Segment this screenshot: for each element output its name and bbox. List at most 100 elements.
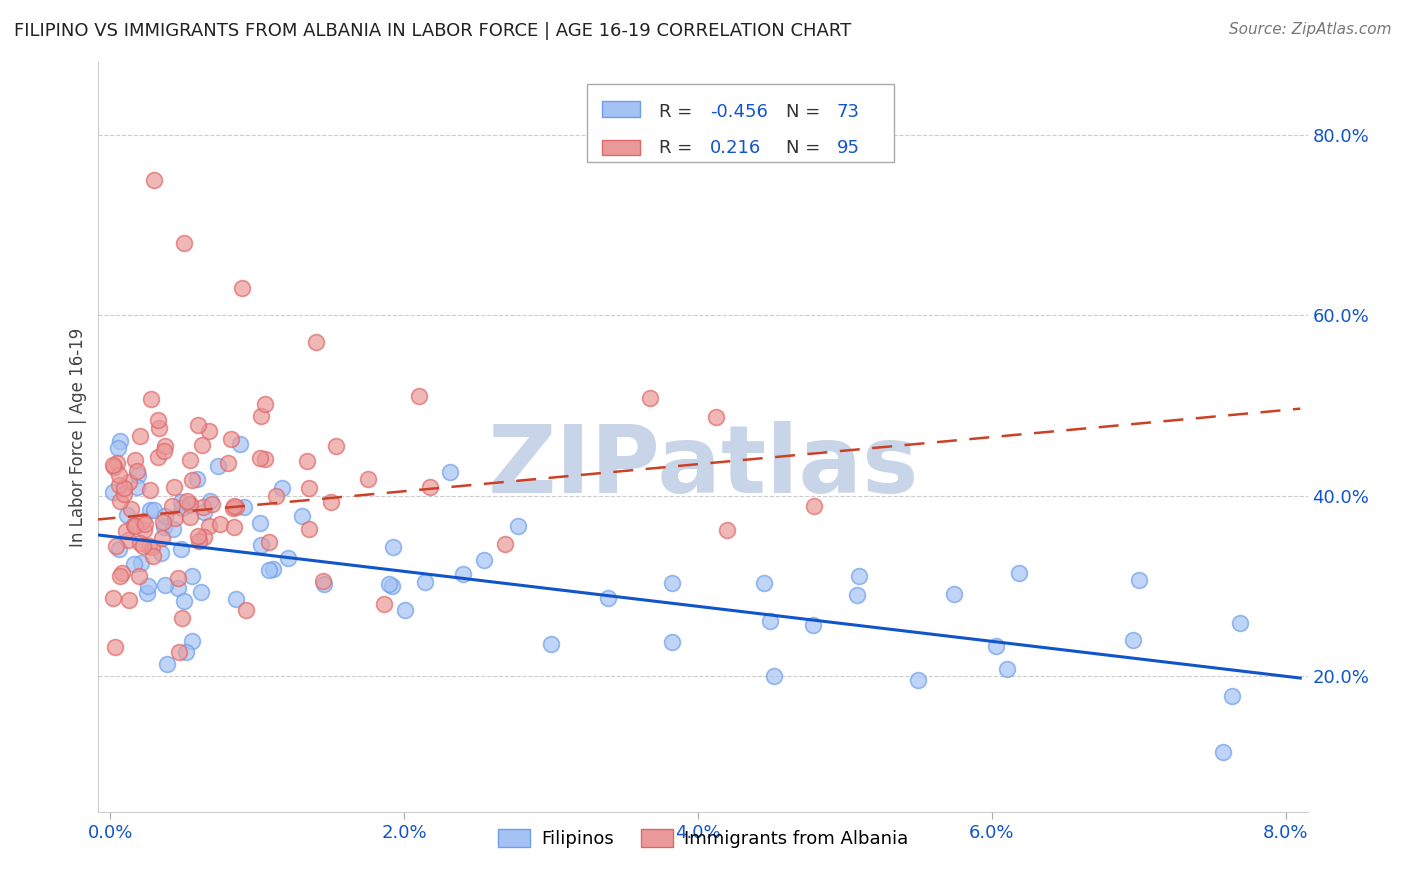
- Filipinos: [180, 634, 202, 648]
- Immigrants from Albania: [170, 610, 193, 624]
- Immigrants from Albania: [187, 418, 209, 433]
- Immigrants from Albania: [165, 510, 187, 524]
- Text: N =: N =: [786, 139, 825, 157]
- Immigrants from Albania: [107, 478, 129, 492]
- Filipinos: [229, 437, 252, 451]
- Immigrants from Albania: [124, 452, 146, 467]
- Immigrants from Albania: [112, 482, 135, 496]
- Filipinos: [139, 503, 162, 517]
- Filipinos: [1229, 615, 1251, 630]
- Text: R =: R =: [659, 139, 699, 157]
- Immigrants from Albania: [125, 463, 148, 477]
- Filipinos: [108, 542, 131, 557]
- Immigrants from Albania: [225, 500, 247, 514]
- Immigrants from Albania: [148, 413, 170, 427]
- Immigrants from Albania: [134, 516, 156, 531]
- Filipinos: [172, 501, 194, 516]
- Text: -0.456: -0.456: [710, 103, 768, 120]
- Filipinos: [1212, 745, 1234, 759]
- Immigrants from Albania: [152, 516, 174, 530]
- Immigrants from Albania: [141, 540, 163, 554]
- Text: FILIPINO VS IMMIGRANTS FROM ALBANIA IN LABOR FORCE | AGE 16-19 CORRELATION CHART: FILIPINO VS IMMIGRANTS FROM ALBANIA IN L…: [14, 22, 851, 40]
- Filipinos: [150, 545, 173, 559]
- Filipinos: [153, 509, 176, 524]
- Immigrants from Albania: [114, 524, 136, 538]
- Text: 95: 95: [837, 139, 859, 157]
- Filipinos: [101, 484, 124, 499]
- Immigrants from Albania: [138, 539, 160, 553]
- Immigrants from Albania: [253, 397, 276, 411]
- Text: 0.216: 0.216: [710, 139, 761, 157]
- Immigrants from Albania: [193, 530, 215, 544]
- Filipinos: [271, 481, 294, 495]
- FancyBboxPatch shape: [603, 140, 641, 155]
- Filipinos: [752, 576, 775, 591]
- Filipinos: [596, 591, 619, 605]
- Immigrants from Albania: [167, 645, 190, 659]
- Filipinos: [186, 472, 208, 486]
- Immigrants from Albania: [163, 480, 186, 494]
- Text: ZIPatlas: ZIPatlas: [488, 421, 918, 513]
- Immigrants from Albania: [217, 456, 239, 470]
- Text: Source: ZipAtlas.com: Source: ZipAtlas.com: [1229, 22, 1392, 37]
- Filipinos: [232, 500, 254, 514]
- Immigrants from Albania: [357, 472, 380, 486]
- Filipinos: [540, 637, 562, 651]
- Filipinos: [190, 585, 212, 599]
- Filipinos: [176, 644, 198, 658]
- Immigrants from Albania: [235, 603, 257, 617]
- Filipinos: [122, 558, 145, 572]
- Immigrants from Albania: [104, 640, 127, 655]
- Text: 73: 73: [837, 103, 859, 120]
- Immigrants from Albania: [108, 568, 131, 582]
- Filipinos: [207, 458, 229, 473]
- Filipinos: [129, 557, 152, 571]
- Filipinos: [153, 578, 176, 592]
- Filipinos: [115, 508, 138, 522]
- Immigrants from Albania: [201, 497, 224, 511]
- Immigrants from Albania: [179, 497, 201, 511]
- Immigrants from Albania: [494, 537, 516, 551]
- Immigrants from Albania: [803, 499, 825, 513]
- Filipinos: [661, 634, 683, 648]
- Immigrants from Albania: [187, 529, 209, 543]
- Immigrants from Albania: [108, 494, 131, 508]
- Immigrants from Albania: [112, 487, 135, 501]
- Immigrants from Albania: [124, 518, 146, 533]
- Filipinos: [108, 434, 131, 448]
- Filipinos: [262, 562, 284, 576]
- Filipinos: [167, 581, 190, 595]
- Immigrants from Albania: [131, 514, 153, 528]
- Filipinos: [135, 586, 157, 600]
- Immigrants from Albania: [173, 235, 195, 250]
- Immigrants from Albania: [191, 500, 214, 514]
- Filipinos: [377, 577, 399, 591]
- Immigrants from Albania: [108, 467, 131, 482]
- Immigrants from Albania: [222, 499, 245, 513]
- Immigrants from Albania: [153, 443, 176, 458]
- Immigrants from Albania: [188, 534, 211, 549]
- Immigrants from Albania: [222, 501, 245, 516]
- Immigrants from Albania: [312, 574, 335, 589]
- Immigrants from Albania: [132, 539, 155, 553]
- Immigrants from Albania: [129, 429, 152, 443]
- Immigrants from Albania: [298, 481, 321, 495]
- Immigrants from Albania: [208, 516, 231, 531]
- Immigrants from Albania: [179, 452, 201, 467]
- Filipinos: [1122, 633, 1144, 648]
- Immigrants from Albania: [120, 502, 142, 516]
- Filipinos: [179, 498, 201, 512]
- Immigrants from Albania: [104, 539, 127, 553]
- Filipinos: [193, 505, 215, 519]
- Immigrants from Albania: [142, 549, 165, 563]
- Y-axis label: In Labor Force | Age 16-19: In Labor Force | Age 16-19: [69, 327, 87, 547]
- Filipinos: [1220, 689, 1243, 703]
- Filipinos: [152, 519, 174, 533]
- Immigrants from Albania: [197, 424, 219, 438]
- Immigrants from Albania: [716, 524, 738, 538]
- Immigrants from Albania: [139, 392, 162, 407]
- Text: R =: R =: [659, 103, 699, 120]
- Immigrants from Albania: [408, 389, 430, 403]
- Filipinos: [173, 594, 195, 608]
- Immigrants from Albania: [176, 494, 198, 508]
